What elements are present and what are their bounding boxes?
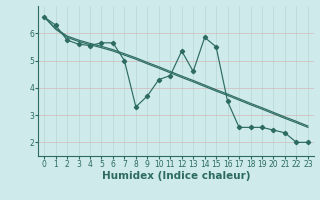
X-axis label: Humidex (Indice chaleur): Humidex (Indice chaleur) bbox=[102, 171, 250, 181]
